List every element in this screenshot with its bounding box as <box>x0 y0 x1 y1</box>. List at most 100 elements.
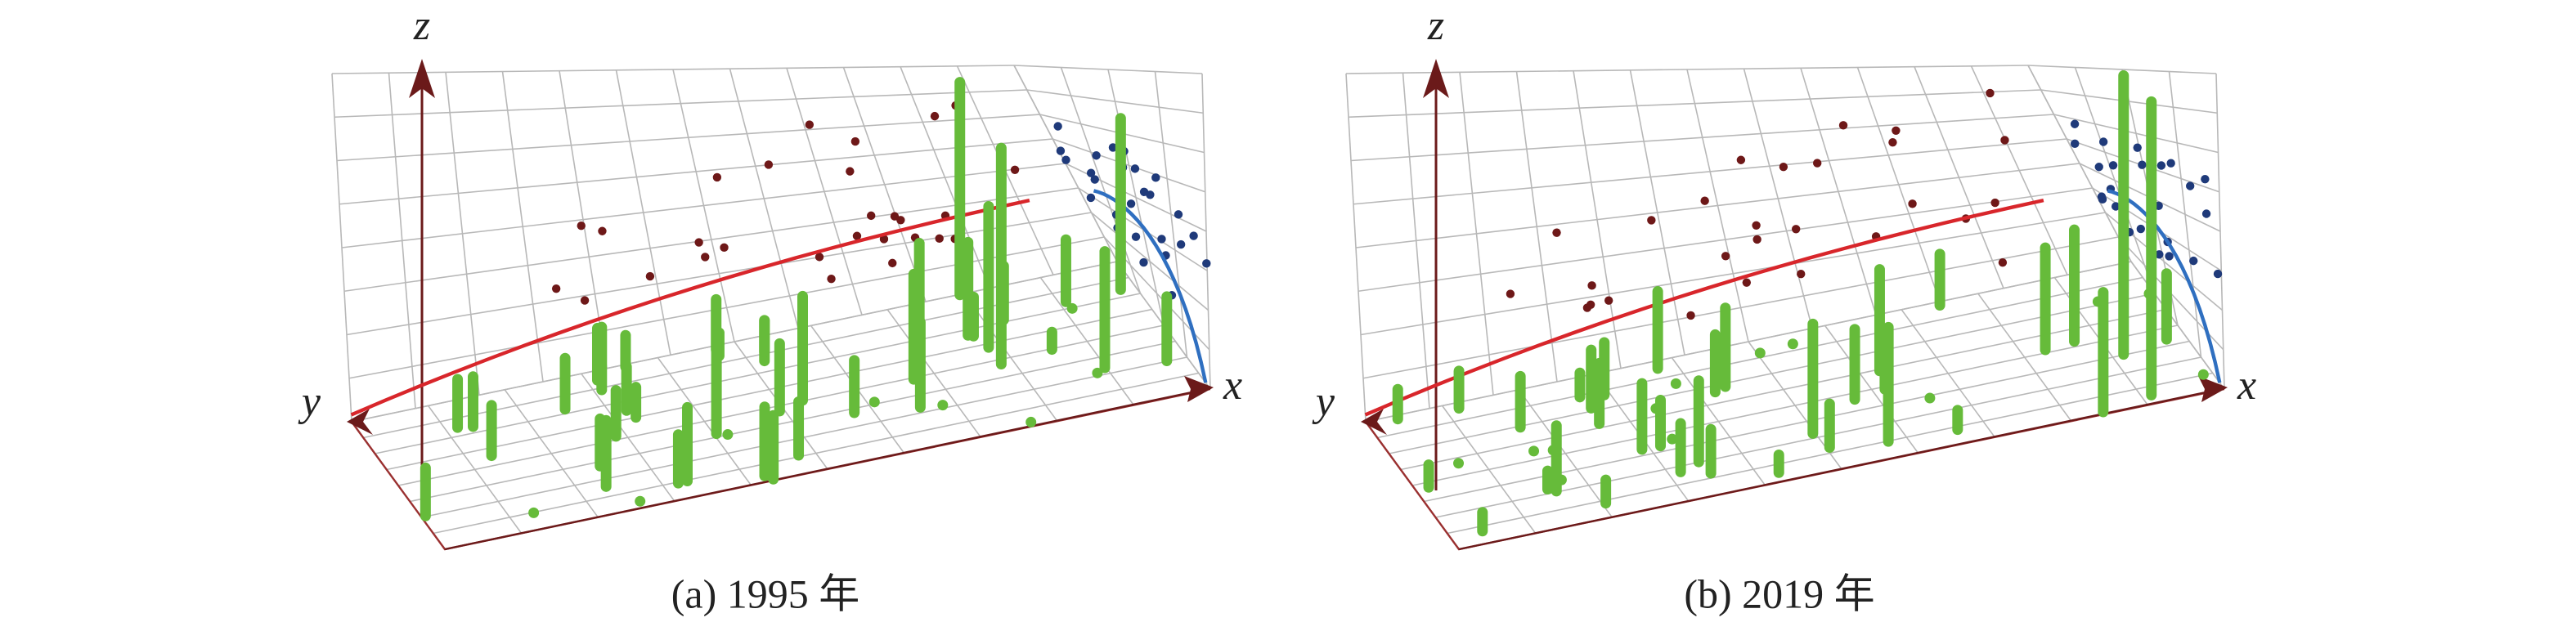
back-wall-grid <box>1355 163 2080 248</box>
floor-grid <box>410 340 1176 503</box>
side-point <box>1189 231 1198 240</box>
side-point <box>1092 151 1101 160</box>
back-wall-grid <box>331 65 1015 74</box>
back-point <box>930 111 940 121</box>
back-point <box>1686 311 1695 320</box>
back-point <box>598 226 607 235</box>
side-wall-grid <box>2027 65 2217 74</box>
side-wall-grid <box>2040 89 2218 114</box>
back-point <box>1838 121 1848 130</box>
side-point <box>2112 202 2120 211</box>
floor-grid <box>1365 261 2132 423</box>
side-point <box>2136 224 2146 234</box>
y-trend-curve <box>1093 189 1208 383</box>
back-point <box>1892 126 1901 135</box>
side-point <box>1130 164 1140 173</box>
side-point <box>1139 187 1149 196</box>
back-point <box>1752 235 1761 244</box>
back-point <box>1587 281 1596 290</box>
back-point <box>1586 300 1595 309</box>
back-point <box>1797 270 1806 279</box>
side-point <box>2155 250 2164 259</box>
side-point <box>2133 143 2142 152</box>
side-wall-grid <box>1026 89 1204 114</box>
side-point <box>2070 119 2080 128</box>
side-point <box>2138 160 2147 169</box>
back-point <box>645 271 655 281</box>
x-axis <box>1458 387 2222 551</box>
y-label: y <box>1312 378 1335 425</box>
back-point <box>1604 296 1613 305</box>
side-point <box>2213 269 2223 279</box>
back-point <box>1752 221 1761 230</box>
side-point <box>2071 139 2080 149</box>
side-point <box>2189 256 2198 266</box>
back-wall-grid <box>1353 138 2067 205</box>
back-point <box>1990 198 1999 208</box>
back-wall-grid <box>339 138 1053 205</box>
floor-grid <box>433 372 1199 535</box>
side-point <box>2098 137 2108 146</box>
x-trend-curve <box>350 199 1030 417</box>
back-point <box>867 211 876 221</box>
side-wall-grid <box>1013 65 1203 74</box>
back-point <box>1742 278 1752 287</box>
back-point <box>1998 258 2008 267</box>
floor-grid <box>421 356 1187 518</box>
side-wall-grid <box>2053 114 2219 154</box>
back-wall-grid <box>341 163 1066 248</box>
back-wall-grid <box>1358 187 2093 293</box>
panel-caption: (b) 2019 年 <box>1684 571 1874 616</box>
back-wall-grid <box>1345 65 2029 74</box>
y-arrow <box>1361 409 1387 435</box>
x-arrow <box>1184 376 1214 402</box>
side-point <box>1139 257 1148 267</box>
back-point <box>1506 289 1515 298</box>
x-label: x <box>1223 362 1242 409</box>
side-point <box>1151 173 1160 182</box>
back-point <box>1647 216 1656 225</box>
back-wall-grid <box>348 236 1105 379</box>
back-wall-grid <box>1362 236 2119 379</box>
side-point <box>1174 210 1183 219</box>
back-point <box>580 296 590 305</box>
back-point <box>879 235 889 244</box>
side-point <box>1053 122 1062 131</box>
back-point <box>1986 88 1995 98</box>
back-point <box>712 172 722 182</box>
back-point <box>1736 155 1746 164</box>
back-point <box>1721 252 1730 261</box>
back-point <box>1552 228 1561 237</box>
back-point <box>764 160 774 169</box>
back-point <box>805 120 815 129</box>
floor-grid <box>375 293 1141 454</box>
x-arrow <box>2198 376 2228 402</box>
side-point <box>2201 174 2210 184</box>
side-point <box>1086 193 1096 203</box>
side-point <box>2185 181 2195 190</box>
z-arrow <box>409 59 435 98</box>
floor-grid <box>1389 293 2155 454</box>
trend-panel: z x y (a) 1995 年 <box>298 2 1242 617</box>
back-point <box>815 253 824 262</box>
back-point <box>850 136 860 146</box>
side-wall-grid <box>1090 212 1209 311</box>
side-point <box>1126 199 1136 208</box>
back-wall-grid <box>346 212 1092 336</box>
z-label: z <box>413 2 430 49</box>
back-wall-grid <box>334 89 1027 119</box>
back-point <box>846 167 855 176</box>
side-point <box>2156 161 2166 170</box>
side-point <box>1131 232 1141 241</box>
back-point <box>935 234 944 244</box>
side-point <box>2201 209 2211 218</box>
y-label: y <box>298 378 321 425</box>
side-wall-grid <box>1052 138 1206 193</box>
back-point <box>1700 196 1709 205</box>
y-arrow <box>347 409 373 435</box>
side-point <box>1056 146 1066 155</box>
floor-grid <box>1447 372 2213 535</box>
trend-panel: z x y (b) 2019 年 <box>1312 2 2256 617</box>
side-point <box>1157 235 1166 244</box>
